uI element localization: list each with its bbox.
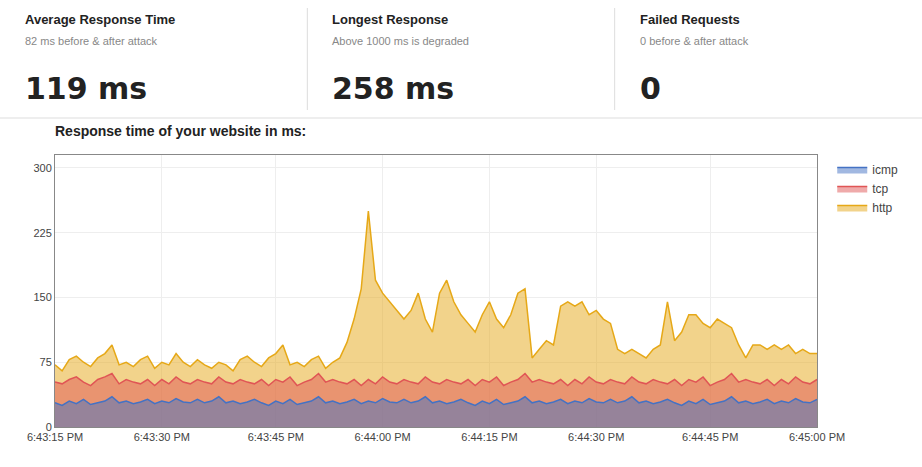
- svg-text:6:43:15 PM: 6:43:15 PM: [27, 431, 83, 443]
- svg-text:Failed Requests: Failed Requests: [640, 12, 740, 27]
- svg-text:6:44:15 PM: 6:44:15 PM: [461, 431, 517, 443]
- svg-text:225: 225: [33, 227, 51, 239]
- svg-text:icmp: icmp: [872, 163, 898, 177]
- svg-text:http: http: [872, 201, 892, 215]
- svg-text:119 ms: 119 ms: [25, 71, 147, 106]
- svg-text:Average Response Time: Average Response Time: [25, 12, 175, 27]
- svg-text:300: 300: [33, 162, 51, 174]
- svg-text:6:44:30 PM: 6:44:30 PM: [568, 431, 624, 443]
- svg-text:0: 0: [46, 421, 52, 433]
- svg-text:6:43:45 PM: 6:43:45 PM: [248, 431, 304, 443]
- svg-text:6:43:30 PM: 6:43:30 PM: [134, 431, 190, 443]
- svg-text:82 ms before & after attack: 82 ms before & after attack: [25, 35, 158, 47]
- svg-text:Above 1000 ms is degraded: Above 1000 ms is degraded: [332, 35, 469, 47]
- svg-text:0: 0: [640, 71, 661, 106]
- svg-text:75: 75: [40, 356, 52, 368]
- svg-text:150: 150: [33, 291, 51, 303]
- svg-text:6:44:45 PM: 6:44:45 PM: [682, 431, 738, 443]
- svg-text:tcp: tcp: [872, 182, 888, 196]
- svg-text:Longest Response: Longest Response: [332, 12, 448, 27]
- svg-text:258 ms: 258 ms: [332, 71, 454, 106]
- svg-text:Response time of your website: Response time of your website in ms:: [55, 123, 306, 139]
- svg-text:0 before & after attack: 0 before & after attack: [640, 35, 749, 47]
- svg-text:6:44:00 PM: 6:44:00 PM: [354, 431, 410, 443]
- svg-text:6:45:00 PM: 6:45:00 PM: [789, 431, 845, 443]
